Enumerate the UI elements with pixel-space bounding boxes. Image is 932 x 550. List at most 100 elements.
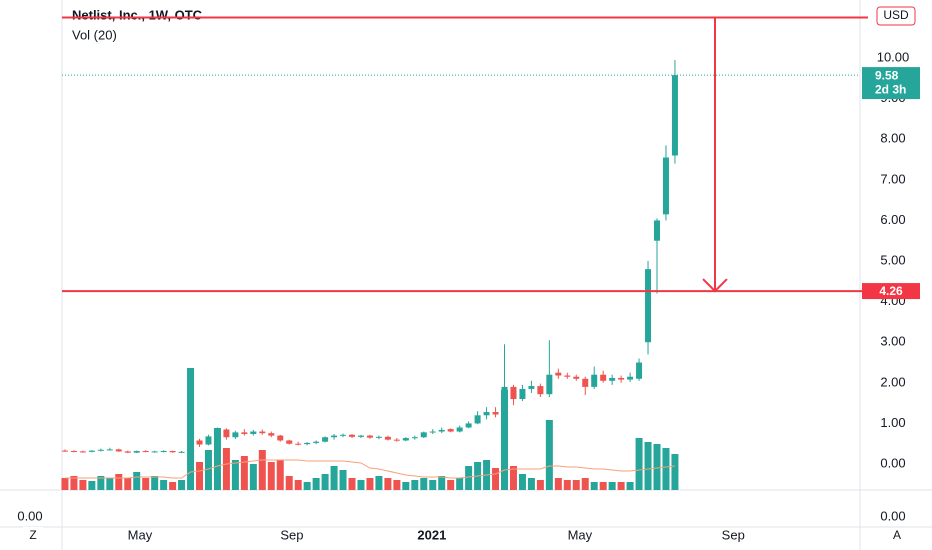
candle-body	[411, 437, 418, 439]
volume-bar	[617, 482, 625, 490]
candle-body	[483, 412, 490, 416]
volume-bar	[366, 478, 374, 490]
y-tick-label: 7.00	[880, 171, 905, 186]
candle-body	[115, 449, 122, 452]
candle-body	[223, 429, 230, 438]
candle-body	[375, 436, 382, 438]
candle-body	[654, 220, 661, 241]
candle-body	[349, 434, 356, 437]
candle-body	[205, 436, 212, 445]
candle-body	[250, 431, 257, 434]
volume-bar	[204, 450, 212, 490]
candle-body	[97, 449, 104, 451]
candle-body	[429, 431, 436, 433]
candle-body	[510, 386, 517, 400]
candle-body	[241, 432, 248, 434]
z-button[interactable]	[23, 527, 43, 545]
volume-bar	[420, 478, 428, 490]
candle-body	[357, 435, 364, 437]
x-tick-label: 2021	[417, 527, 446, 542]
volume-bar	[662, 448, 670, 490]
volume-bar	[312, 478, 320, 490]
volume-bar	[276, 460, 284, 490]
volume-bar	[213, 428, 221, 490]
candle-body	[214, 429, 221, 437]
volume-bar	[545, 420, 553, 490]
candle-body	[178, 451, 185, 453]
candle-body	[70, 451, 77, 453]
volume-bar	[142, 478, 150, 490]
volume-bar	[572, 480, 580, 490]
candle-body	[564, 375, 571, 377]
candle-body	[295, 443, 302, 445]
candle-body	[187, 440, 194, 452]
price-label-box	[862, 283, 920, 300]
candle-body	[277, 435, 284, 441]
volume-bar	[653, 444, 661, 490]
candle-body	[501, 386, 508, 415]
candle-body	[618, 377, 625, 380]
volume-bar	[501, 390, 509, 490]
volume-bar	[402, 482, 410, 490]
volume-bar	[590, 482, 598, 490]
candle-body	[322, 437, 329, 442]
y-tick-label: 8.00	[880, 131, 905, 146]
candle-body	[582, 378, 589, 387]
volume-bar	[178, 480, 186, 490]
last-price-label: 9.58	[875, 68, 899, 82]
volume-bar	[554, 478, 562, 490]
currency-box[interactable]	[876, 6, 916, 26]
countdown-label: 2d 3h	[875, 82, 906, 96]
indicator-label: Vol (20)	[72, 27, 117, 42]
volume-bar	[115, 474, 123, 490]
a-button-label[interactable]: A	[893, 528, 901, 542]
candle-body	[268, 433, 275, 436]
candle-body	[519, 388, 526, 400]
volume-bar	[70, 476, 78, 490]
volume-bar	[581, 478, 589, 490]
candle-body	[106, 449, 113, 451]
volume-bar	[465, 466, 473, 490]
candle-body	[88, 450, 95, 452]
candle-body	[627, 376, 634, 380]
volume-bar	[357, 480, 365, 490]
y-tick-label: 5.00	[880, 252, 905, 267]
candle-body	[259, 431, 266, 434]
candle-body	[555, 372, 562, 376]
volume-bar	[563, 480, 571, 490]
currency-label[interactable]: USD	[883, 8, 909, 22]
candle-body	[286, 440, 293, 444]
volume-bar	[527, 478, 535, 490]
volume-bar	[151, 476, 159, 490]
volume-bar	[106, 478, 114, 490]
volume-bar	[267, 462, 275, 490]
volume-bar	[285, 476, 293, 490]
candle-body	[142, 451, 149, 453]
candle-body	[573, 376, 580, 379]
candle-body	[420, 432, 427, 438]
x-tick-label: May	[128, 527, 153, 542]
last-price-box	[862, 67, 920, 100]
volume-bar	[222, 448, 230, 490]
volume-bar	[518, 474, 526, 490]
x-tick-label: May	[568, 527, 593, 542]
volume-bar	[375, 476, 383, 490]
candle-body	[304, 442, 311, 445]
lower-tick-label: 0.00	[17, 508, 42, 523]
volume-bar	[196, 462, 204, 490]
candle-body	[196, 440, 203, 445]
candle-body	[393, 439, 400, 441]
volume-bar	[61, 478, 69, 490]
volume-bar	[411, 480, 419, 490]
volume-bar	[644, 442, 652, 490]
volume-bar	[626, 482, 634, 490]
candle-body	[465, 423, 472, 428]
volume-bar	[133, 472, 141, 490]
volume-bar	[169, 482, 177, 490]
z-button-label[interactable]: Z	[29, 528, 36, 542]
volume-bar	[187, 368, 195, 490]
candle-body	[662, 157, 669, 215]
candle-body	[340, 434, 347, 436]
